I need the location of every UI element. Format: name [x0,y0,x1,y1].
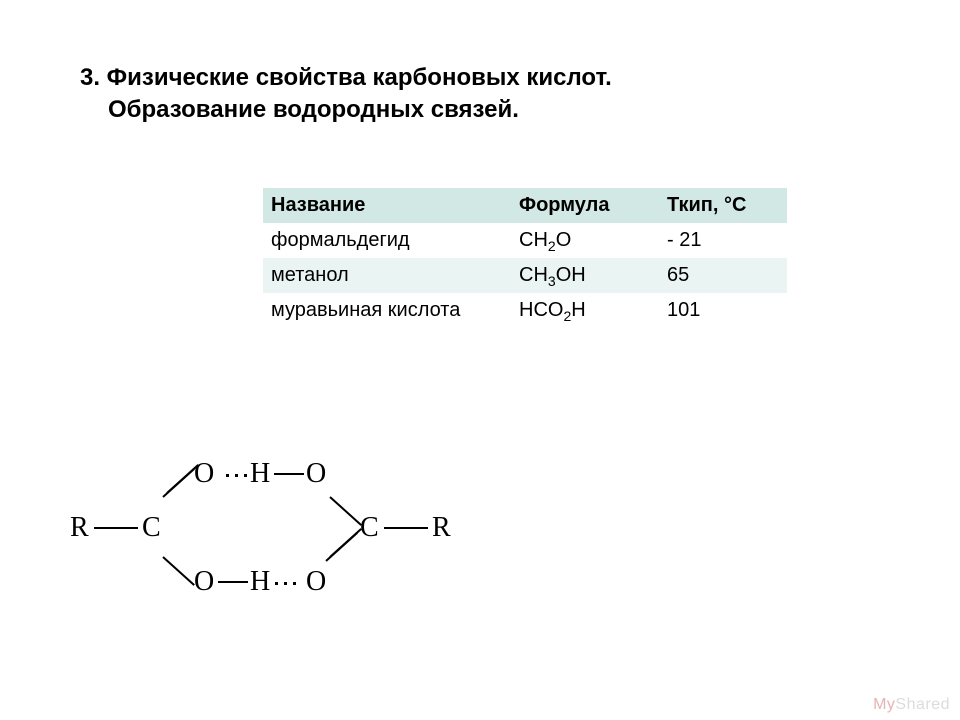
atom-H1: H [250,568,270,596]
watermark: MyShared [873,696,950,714]
title-line-2: Образование водородных связей. [80,94,612,126]
hbond-dot [293,582,296,585]
atom-R1: R [70,514,89,542]
col-header-name: Название [263,188,511,223]
hbond-dot [235,474,238,477]
hbond-dot [284,582,287,585]
hbond-dot [275,582,278,585]
table-header-row: Название Формула Ткип, °С [263,188,787,223]
table-row: формальдегидCH2O- 21 [263,223,787,258]
cell-name: муравьиная кислота [263,293,511,328]
atom-R2: R [432,514,451,542]
bond [274,473,304,475]
bond [94,527,138,529]
cell-formula: CH2O [511,223,659,258]
atom-O1b: O [194,568,214,596]
cell-temp: 101 [659,293,787,328]
properties-table: Название Формула Ткип, °С формальдегидCH… [263,188,787,328]
col-header-temp: Ткип, °С [659,188,787,223]
cell-formula: HCO2H [511,293,659,328]
bond [162,556,195,586]
atom-C1: C [142,514,161,542]
atom-C2: C [360,514,379,542]
cell-name: формальдегид [263,223,511,258]
cell-temp: 65 [659,258,787,293]
watermark-my: My [873,696,895,713]
hydrogen-bond-diagram: RCOOHHOOCR [70,430,470,625]
page-title: 3. Физические свойства карбоновых кислот… [80,62,612,127]
atom-O2t: O [306,460,326,488]
bond [218,581,248,583]
atom-O2b: O [306,568,326,596]
cell-temp: - 21 [659,223,787,258]
hbond-dot [244,474,247,477]
cell-formula: CH3OH [511,258,659,293]
bond [325,532,358,562]
watermark-shared: Shared [895,696,950,713]
cell-name: метанол [263,258,511,293]
bond [329,496,362,526]
hbond-dot [226,474,229,477]
title-line-1: 3. Физические свойства карбоновых кислот… [80,62,612,94]
table-row: метанолCH3OH65 [263,258,787,293]
atom-H2: H [250,460,270,488]
col-header-formula: Формула [511,188,659,223]
table-row: муравьиная кислотаHCO2H101 [263,293,787,328]
bond [384,527,428,529]
